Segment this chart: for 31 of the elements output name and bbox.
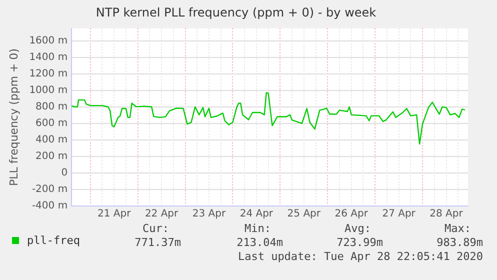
x-tick-label: 25 Apr — [287, 208, 322, 220]
x-tick-label: 28 Apr — [430, 208, 464, 220]
text: Cur: — [142, 222, 169, 235]
y-tick-label: 1200 m — [29, 68, 68, 80]
y-tick-label: 0 — [61, 168, 68, 179]
x-tick-label: 27 Apr — [382, 208, 416, 220]
x-tick-label: 23 Apr — [192, 208, 226, 220]
text: Avg: — [344, 222, 371, 235]
x-tick-label: 26 Apr — [334, 208, 369, 220]
text: 213.04m — [236, 236, 283, 249]
text: Last update: Tue Apr 28 22:05:41 2020 — [238, 250, 483, 263]
chart-title: NTP kernel PLL frequency (ppm + 0) - by week — [96, 5, 376, 20]
text: 983.89m — [436, 236, 483, 249]
text: Max: — [444, 222, 471, 235]
text: Min: — [244, 222, 271, 235]
x-tick-label: 24 Apr — [240, 208, 274, 220]
y-tick-label: 1600 m — [29, 35, 68, 46]
x-tick-label: 22 Apr — [144, 208, 180, 220]
text: 771.37m — [134, 236, 181, 249]
text: 723.99m — [336, 236, 383, 249]
y-tick-label: 200 m — [36, 151, 68, 162]
x-tick-label: 21 Apr — [97, 208, 132, 220]
y-tick-label: 600 m — [36, 118, 68, 129]
y-tick-label: -200 m — [32, 184, 68, 196]
y-tick-label: 1400 m — [29, 52, 68, 63]
legend-label: pll-freq — [27, 234, 80, 247]
y-tick-label: -400 m — [32, 200, 68, 212]
y-tick-label: 800 m — [36, 101, 68, 112]
y-tick-label: 400 m — [36, 134, 68, 146]
y-axis-title: PLL frequency (ppm + 0) — [7, 48, 20, 186]
y-tick-label: 1000 m — [29, 84, 68, 96]
